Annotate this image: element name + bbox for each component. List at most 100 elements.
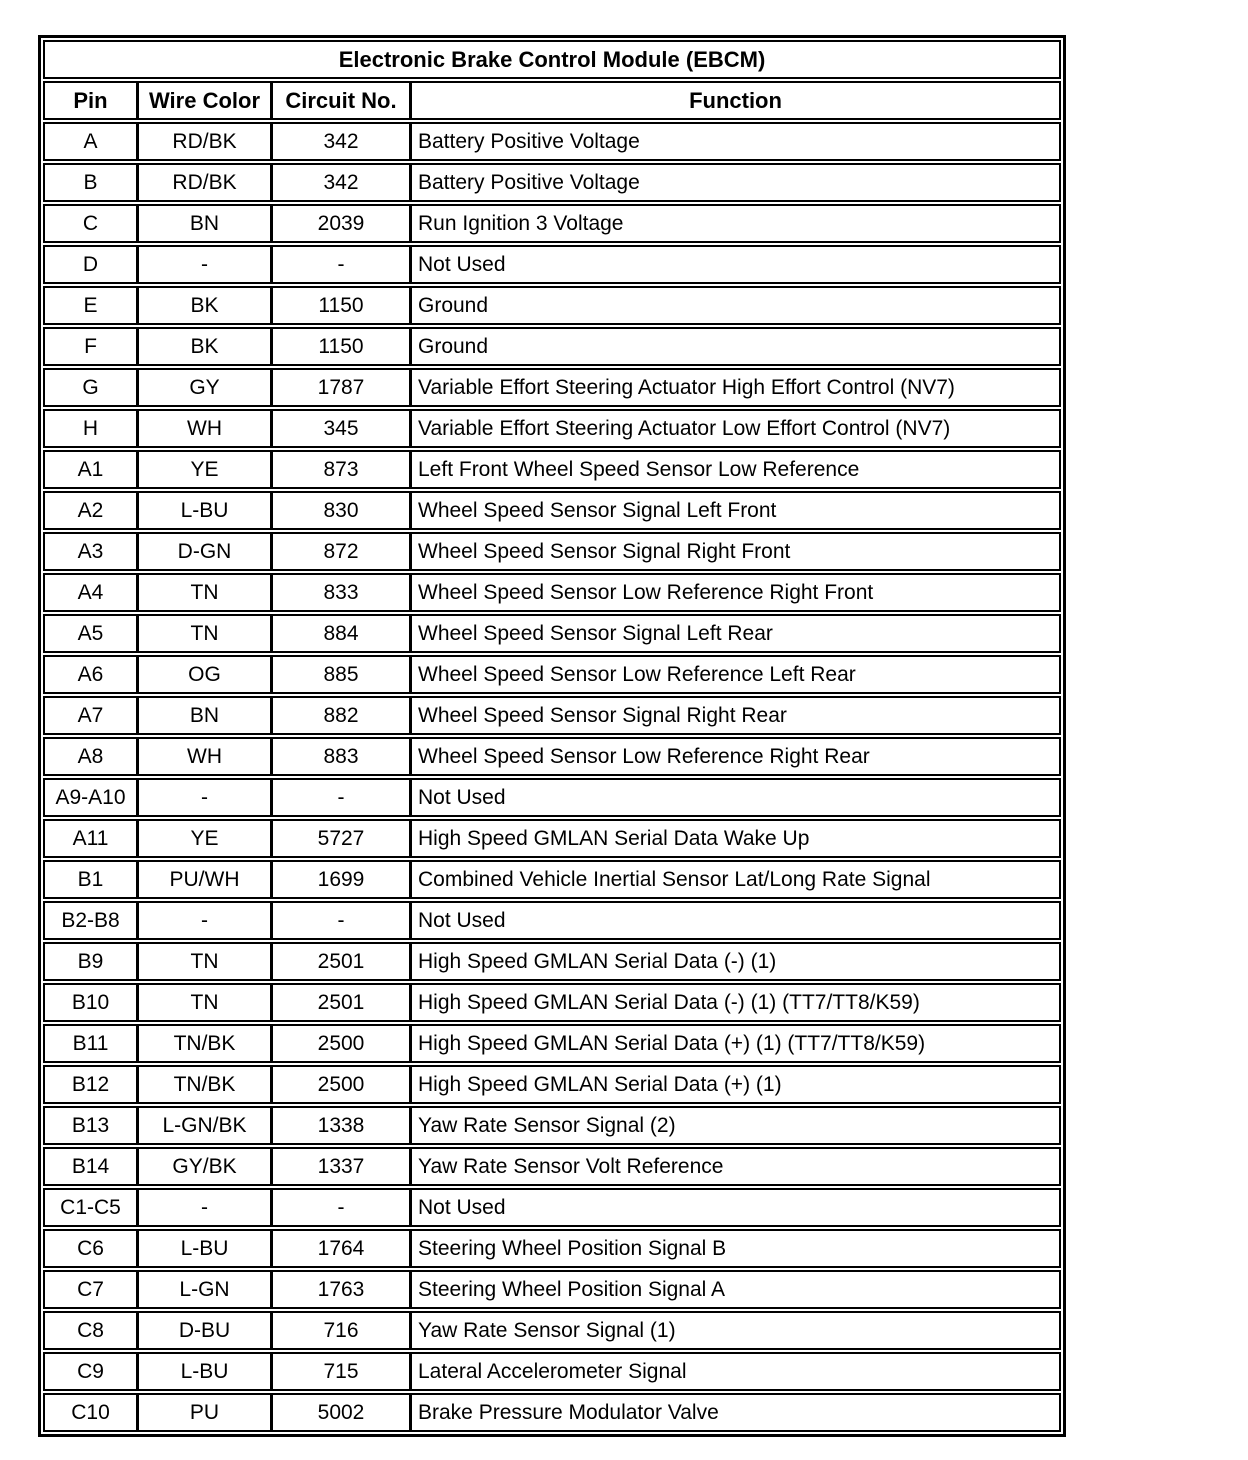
wire-color-cell: TN/BK <box>136 1026 270 1061</box>
ebcm-pinout-table: Electronic Brake Control Module (EBCM) P… <box>38 35 1066 1437</box>
circuit-no-cell: 5002 <box>270 1395 409 1430</box>
function-cell: Not Used <box>409 1190 1059 1225</box>
wire-color-cell: L-BU <box>136 493 270 528</box>
pin-cell: A5 <box>77 622 104 645</box>
table-row: B12 TN/BK 2500 High Speed GMLAN Serial Data… <box>43 1065 1061 1104</box>
wire-color-cell: WH <box>136 411 270 446</box>
pin-cell: A <box>83 130 98 153</box>
pin-cell: B <box>83 171 98 194</box>
wire-color-cell: D-GN <box>136 534 270 569</box>
function-cell: Yaw Rate Sensor Signal (1) <box>409 1313 1059 1348</box>
pin-cell: B9 <box>77 950 104 973</box>
circuit-no-cell: 2500 <box>270 1067 409 1102</box>
table-row: B1 PU/WH 1699 Combined Vehicle Inertial Sen… <box>43 860 1061 899</box>
function-cell: Wheel Speed Sensor Signal Left Front <box>409 493 1059 528</box>
circuit-no-cell: 1337 <box>270 1149 409 1184</box>
function-cell: Variable Effort Steering Actuator Low Ef… <box>409 411 1059 446</box>
function-cell: Steering Wheel Position Signal A <box>409 1272 1059 1307</box>
pin-cell: C10 <box>71 1401 110 1424</box>
function-cell: High Speed GMLAN Serial Data (-) (1) (TT… <box>409 985 1059 1020</box>
table-row: B10 TN 2501 High Speed GMLAN Serial Data (-… <box>43 983 1061 1022</box>
pin-cell: B11 <box>72 1032 109 1055</box>
function-cell: Variable Effort Steering Actuator High E… <box>409 370 1059 405</box>
circuit-no-cell: 2039 <box>270 206 409 241</box>
table-row: B14 GY/BK 1337 Yaw Rate Sensor Volt Referen… <box>43 1147 1061 1186</box>
table-row: A11 YE 5727 High Speed GMLAN Serial Data Wa… <box>43 819 1061 858</box>
column-header-circuit-no: Circuit No. <box>270 83 409 118</box>
wire-color-cell: GY/BK <box>136 1149 270 1184</box>
function-cell: Yaw Rate Sensor Volt Reference <box>409 1149 1059 1184</box>
circuit-no-cell: 1787 <box>270 370 409 405</box>
table-row: B11 TN/BK 2500 High Speed GMLAN Serial Data… <box>43 1024 1061 1063</box>
wire-color-cell: - <box>136 903 270 938</box>
wire-color-cell: L-GN <box>136 1272 270 1307</box>
circuit-no-cell: 884 <box>270 616 409 651</box>
pin-cell: G <box>82 376 99 399</box>
circuit-no-cell: - <box>270 780 409 815</box>
circuit-no-cell: 2500 <box>270 1026 409 1061</box>
circuit-no-cell: 1150 <box>270 329 409 364</box>
circuit-no-cell: 882 <box>270 698 409 733</box>
circuit-no-cell: 2501 <box>270 985 409 1020</box>
circuit-no-cell: 342 <box>270 124 409 159</box>
table-row: A4 TN 833 Wheel Speed Sensor Low Reference … <box>43 573 1061 612</box>
function-cell: Not Used <box>409 903 1059 938</box>
table-row: A1 YE 873 Left Front Wheel Speed Sensor Low… <box>43 450 1061 489</box>
wire-color-cell: YE <box>136 452 270 487</box>
pin-cell: C9 <box>77 1360 104 1383</box>
function-cell: Lateral Accelerometer Signal <box>409 1354 1059 1389</box>
circuit-no-cell: 1338 <box>270 1108 409 1143</box>
wire-color-cell: PU/WH <box>136 862 270 897</box>
circuit-no-cell: - <box>270 247 409 282</box>
circuit-no-cell: 885 <box>270 657 409 692</box>
function-cell: Battery Positive Voltage <box>409 124 1059 159</box>
table-row: A8 WH 883 Wheel Speed Sensor Low Reference … <box>43 737 1061 776</box>
table-row: C10 PU 5002 Brake Pressure Modulator Valve <box>43 1393 1061 1432</box>
table-row: G GY 1787 Variable Effort Steering Actuator… <box>43 368 1061 407</box>
table-row: C7 L-GN 1763 Steering Wheel Position Signal… <box>43 1270 1061 1309</box>
table-row: A5 TN 884 Wheel Speed Sensor Signal Left Re… <box>43 614 1061 653</box>
circuit-no-cell: 873 <box>270 452 409 487</box>
circuit-no-cell: - <box>270 1190 409 1225</box>
pin-cell: B12 <box>71 1073 110 1096</box>
function-cell: High Speed GMLAN Serial Data (+) (1) (TT… <box>409 1026 1059 1061</box>
table-row: C BN 2039 Run Ignition 3 Voltage <box>43 204 1061 243</box>
pin-cell: B13 <box>71 1114 110 1137</box>
function-cell: Ground <box>409 329 1059 364</box>
circuit-no-cell: 1150 <box>270 288 409 323</box>
column-header-wire-color: Wire Color <box>136 83 270 118</box>
wire-color-cell: D-BU <box>136 1313 270 1348</box>
wire-color-cell: L-BU <box>136 1231 270 1266</box>
pin-cell: A9-A10 <box>55 786 126 809</box>
pin-cell: A6 <box>77 663 104 686</box>
table-row: A6 OG 885 Wheel Speed Sensor Low Reference … <box>43 655 1061 694</box>
circuit-no-cell: 1764 <box>270 1231 409 1266</box>
function-cell: High Speed GMLAN Serial Data (+) (1) <box>409 1067 1059 1102</box>
pin-cell: C6 <box>77 1237 104 1260</box>
pin-cell: B10 <box>71 991 110 1014</box>
table-row: F BK 1150 Ground <box>43 327 1061 366</box>
function-cell: Wheel Speed Sensor Low Reference Right R… <box>409 739 1059 774</box>
table-row: A2 L-BU 830 Wheel Speed Sensor Signal Left … <box>43 491 1061 530</box>
function-cell: High Speed GMLAN Serial Data (-) (1) <box>409 944 1059 979</box>
function-cell: Ground <box>409 288 1059 323</box>
pin-cell: C7 <box>77 1278 104 1301</box>
column-header-pin: Pin <box>73 87 108 113</box>
circuit-no-cell: 345 <box>270 411 409 446</box>
pin-cell: B2-B8 <box>61 909 120 932</box>
wire-color-cell: TN <box>136 616 270 651</box>
wire-color-cell: RD/BK <box>136 124 270 159</box>
function-cell: Wheel Speed Sensor Low Reference Right F… <box>409 575 1059 610</box>
pin-cell: A11 <box>72 827 109 850</box>
wire-color-cell: - <box>136 1190 270 1225</box>
pin-cell: A2 <box>77 499 104 522</box>
wire-color-cell: L-GN/BK <box>136 1108 270 1143</box>
wire-color-cell: WH <box>136 739 270 774</box>
function-cell: Brake Pressure Modulator Valve <box>409 1395 1059 1430</box>
function-cell: Wheel Speed Sensor Signal Right Rear <box>409 698 1059 733</box>
wire-color-cell: - <box>136 247 270 282</box>
pin-cell: A1 <box>77 458 104 481</box>
table-row: C8 D-BU 716 Yaw Rate Sensor Signal (1) <box>43 1311 1061 1350</box>
wire-color-cell: BN <box>136 206 270 241</box>
table-row: B13 L-GN/BK 1338 Yaw Rate Sensor Signal (2) <box>43 1106 1061 1145</box>
